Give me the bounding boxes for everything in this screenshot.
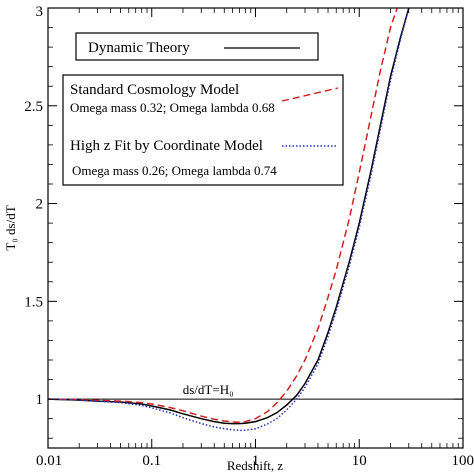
legend-swatch-standard-cosmology	[281, 87, 339, 102]
x-tick-label: 0.1	[142, 453, 161, 469]
legend-params-coordinate-model: Omega mass 0.26; Omega lambda 0.74	[72, 163, 277, 178]
legend-label-standard-cosmology: Standard Cosmology Model	[70, 82, 239, 98]
series-line-standard-cosmology	[48, 8, 398, 423]
y-tick-label: 2	[36, 197, 44, 213]
x-axis-label: Redshift, z	[227, 458, 284, 473]
series-line-coordinate-model	[48, 8, 410, 432]
x-tick-label: 0.01	[36, 453, 62, 469]
x-tick-label: 1	[252, 453, 260, 469]
y-tick-label: 3	[36, 4, 44, 20]
y-tick-label: 1	[36, 392, 44, 408]
series-line-dynamic-theory	[48, 8, 410, 425]
plot-frame	[47, 7, 464, 449]
axis-ticks: 0.01 0.1 1 10 100 1 1.5 2 2.5 3	[24, 4, 474, 469]
legend-params-standard-cosmology: Omega mass 0.32; Omega lambda 0.68	[70, 100, 275, 115]
legend-box-models	[62, 74, 344, 186]
legend-box-dynamic-theory	[75, 32, 319, 61]
reference-line-label: ds/dT=H₀	[183, 382, 234, 397]
legend-label-coordinate-model: High z Fit by Coordinate Model	[70, 138, 263, 154]
legend-label-dynamic-theory: Dynamic Theory	[88, 40, 190, 56]
y-tick-label: 1.5	[24, 294, 43, 310]
x-tick-label: 10	[352, 453, 367, 469]
legend-dynamic-theory: Dynamic Theory	[75, 32, 319, 61]
legend-models: Standard Cosmology Model Omega mass 0.32…	[62, 74, 344, 186]
x-tick-label: 100	[452, 453, 474, 469]
y-axis-label: T₀ ds/dT	[3, 205, 18, 250]
y-tick-label: 2.5	[24, 99, 43, 115]
